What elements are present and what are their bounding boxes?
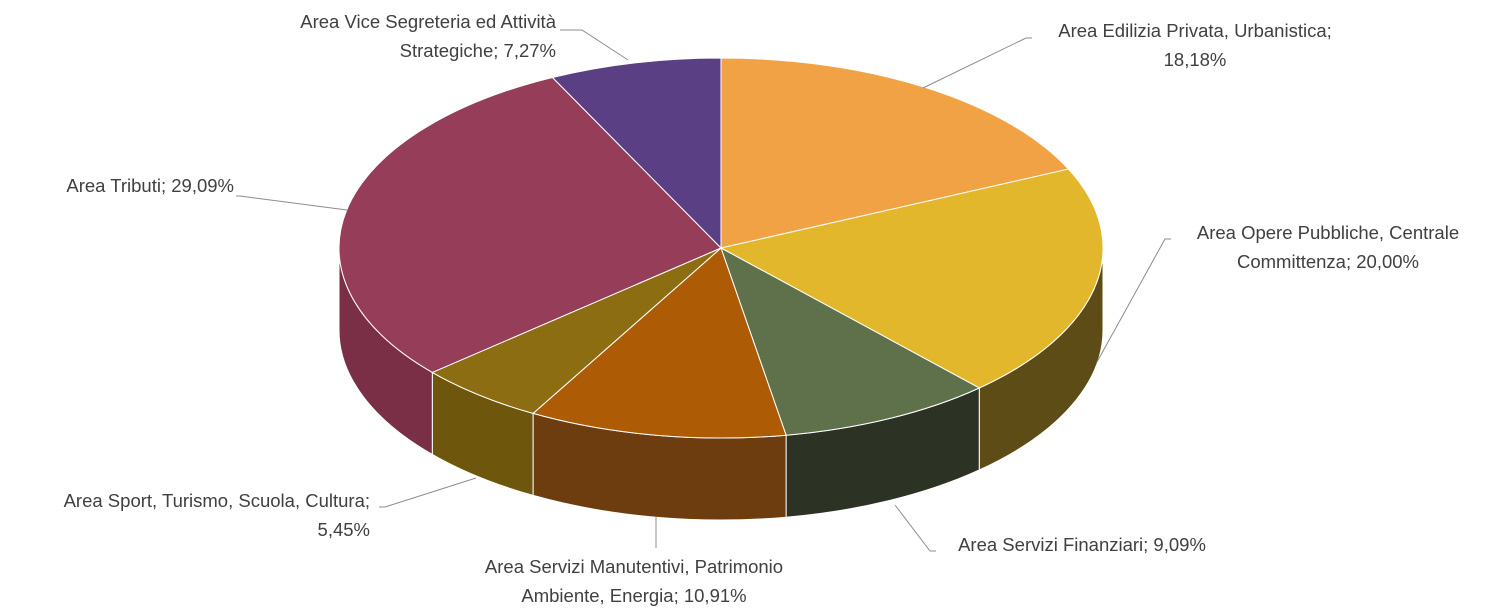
leader-line-0 bbox=[922, 37, 1032, 89]
data-label-1-line-1: Committenza; 20,00% bbox=[1237, 251, 1419, 272]
data-label-2-line-0: Area Servizi Finanziari; 9,09% bbox=[958, 534, 1206, 555]
leader-line-4 bbox=[379, 477, 477, 508]
data-label-6-line-1: Strategiche; 7,27% bbox=[400, 40, 556, 61]
label-leaders bbox=[236, 29, 1171, 552]
pie-slice-0 bbox=[720, 57, 1070, 249]
pie-slice-2 bbox=[720, 246, 981, 436]
leader-line-1 bbox=[1096, 238, 1171, 363]
pie-tops bbox=[338, 57, 1104, 439]
data-label-1-line-0: Area Opere Pubbliche, Centrale bbox=[1197, 222, 1459, 243]
pie-slice-1 bbox=[719, 168, 1104, 389]
data-label-3-line-0: Area Servizi Manutentivi, Patrimonio bbox=[485, 556, 783, 577]
data-label-4-line-0: Area Sport, Turismo, Scuola, Cultura; bbox=[64, 490, 370, 511]
pie-slice-6 bbox=[551, 57, 722, 250]
pie-slice-4 bbox=[431, 247, 722, 414]
leader-line-2 bbox=[894, 504, 936, 552]
pie-sides bbox=[338, 247, 1104, 521]
data-label-3-line-1: Ambiente, Energia; 10,91% bbox=[521, 585, 746, 606]
leader-line-5 bbox=[236, 195, 348, 211]
leader-line-6 bbox=[560, 29, 629, 61]
data-label-6-line-0: Area Vice Segreteria ed Attività bbox=[300, 11, 556, 32]
data-label-0-line-1: 18,18% bbox=[1164, 49, 1227, 70]
data-labels: Area Edilizia Privata, Urbanistica; 18,18… bbox=[64, 11, 1460, 606]
data-label-0-line-0: Area Edilizia Privata, Urbanistica; bbox=[1058, 20, 1332, 41]
data-label-5-line-0: Area Tributi; 29,09% bbox=[66, 175, 234, 196]
data-label-4-line-1: 5,45% bbox=[318, 519, 370, 540]
pie-slice-3 bbox=[532, 247, 787, 439]
